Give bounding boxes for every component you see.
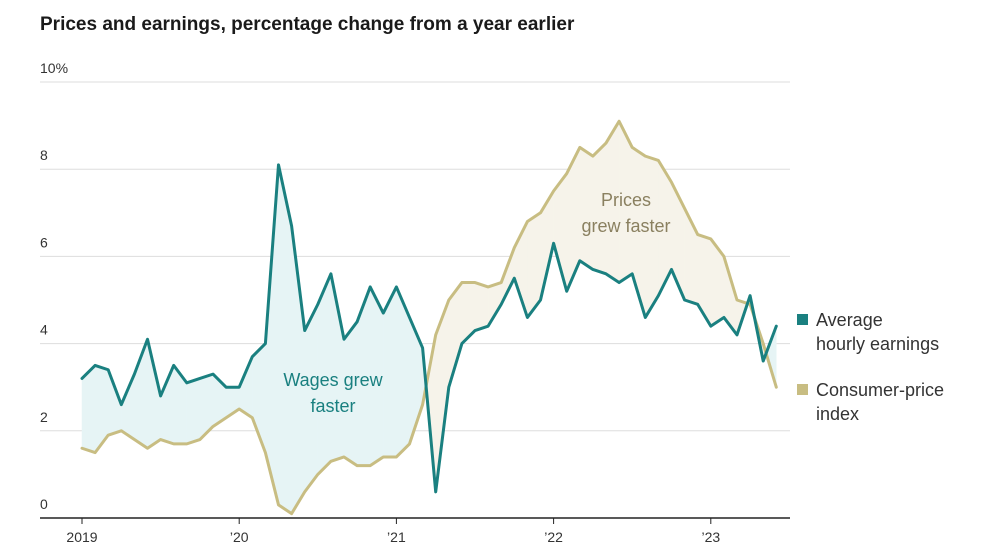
- gap-fill: [487, 282, 502, 328]
- cpi-line: [80, 119, 778, 516]
- annotation-prices: Prices grew faster: [581, 190, 670, 236]
- earnings-line: [80, 163, 778, 494]
- legend-swatch: [797, 314, 808, 325]
- gap-fill: [645, 155, 659, 319]
- x-tick-labels: 2019 ’20 ’21 ’22 ’23: [66, 529, 720, 545]
- legend-line: Consumer-price: [816, 380, 944, 400]
- gap-fill: [343, 321, 358, 467]
- annotation-line: grew faster: [581, 216, 670, 236]
- annotations: Wages grew faster Prices grew faster: [283, 190, 670, 416]
- legend: Average hourly earnings Consumer-price inde…: [797, 310, 944, 424]
- y-tick-labels: 0 2 4 6 8 10%: [40, 60, 68, 512]
- chart-title: Prices and earnings, percentage change f…: [40, 14, 575, 35]
- legend-line: Average: [816, 310, 883, 330]
- y-tick-label: 2: [40, 409, 48, 425]
- y-tick-label: 10%: [40, 60, 68, 76]
- x-tick-label: ’20: [230, 529, 249, 545]
- y-tick-label: 4: [40, 322, 48, 338]
- gap-fill: [474, 282, 489, 331]
- y-tick-label: 0: [40, 496, 48, 512]
- y-tick-label: 8: [40, 147, 48, 163]
- area-fills: [81, 120, 777, 515]
- legend-line: index: [816, 404, 859, 424]
- x-tick-label: ’23: [701, 529, 720, 545]
- legend-line: hourly earnings: [816, 334, 939, 354]
- series-lines: [80, 119, 778, 516]
- y-tick-label: 6: [40, 234, 48, 250]
- legend-label: Average hourly earnings: [816, 310, 939, 354]
- annotation-line: Prices: [601, 190, 651, 210]
- gap-fill: [173, 364, 188, 445]
- annotation-line: Wages grew: [283, 370, 383, 390]
- legend-swatch: [797, 384, 808, 395]
- annotation-line: faster: [310, 396, 355, 416]
- gap-fill: [553, 172, 567, 292]
- annotation-wages: Wages grew faster: [283, 370, 383, 416]
- gap-fill: [121, 374, 135, 440]
- gap-fill: [579, 146, 594, 270]
- x-tick-label: 2019: [66, 529, 97, 545]
- x-axis: [40, 517, 790, 524]
- gap-fill: [186, 378, 201, 445]
- legend-label: Consumer-price index: [816, 380, 944, 424]
- x-tick-label: ’22: [544, 529, 563, 545]
- x-tick-label: ’21: [387, 529, 406, 545]
